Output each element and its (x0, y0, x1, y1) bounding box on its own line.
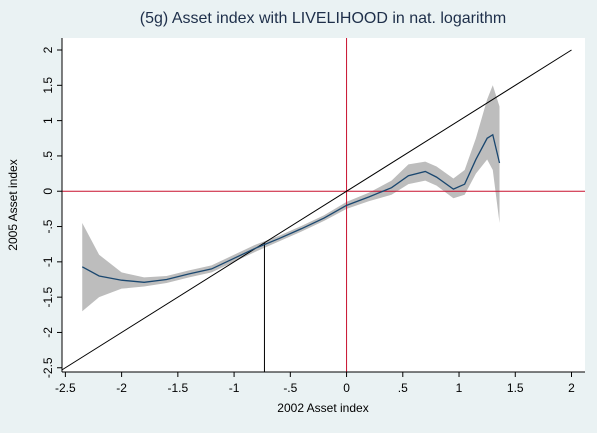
y-tick-label: 2 (41, 46, 55, 53)
x-tick-label: 2 (568, 381, 575, 395)
y-tick-label: 1 (41, 117, 55, 124)
x-tick-label: 0 (343, 381, 350, 395)
diagonal-line (61, 49, 572, 371)
y-tick-label: -1 (41, 256, 55, 267)
y-tick-label: -.5 (41, 219, 55, 233)
y-axis-title: 2005 Asset index (6, 159, 20, 250)
x-tick-label: -.5 (283, 381, 297, 395)
x-tick-label: -1.5 (168, 381, 189, 395)
x-tick-label: -2 (116, 381, 127, 395)
y-tick-label: -2.5 (41, 357, 55, 378)
y-tick-label: -1.5 (41, 286, 55, 307)
y-tick-label: 1.5 (41, 77, 55, 94)
y-tick-label: -2 (41, 327, 55, 338)
y-tick-label: 0 (41, 188, 55, 195)
x-tick-label: -2.5 (55, 381, 76, 395)
x-tick-label: 1 (456, 381, 463, 395)
x-tick-label: .5 (398, 381, 408, 395)
y-tick-label: .5 (41, 151, 55, 161)
plot-area (62, 38, 585, 372)
chart-title: (5g) Asset index with LIVELIHOOD in nat.… (140, 10, 506, 27)
x-tick-label: -1 (229, 381, 240, 395)
line (81, 133, 501, 283)
x-axis-title: 2002 Asset index (277, 401, 368, 415)
x-tick-label: 1.5 (507, 381, 524, 395)
